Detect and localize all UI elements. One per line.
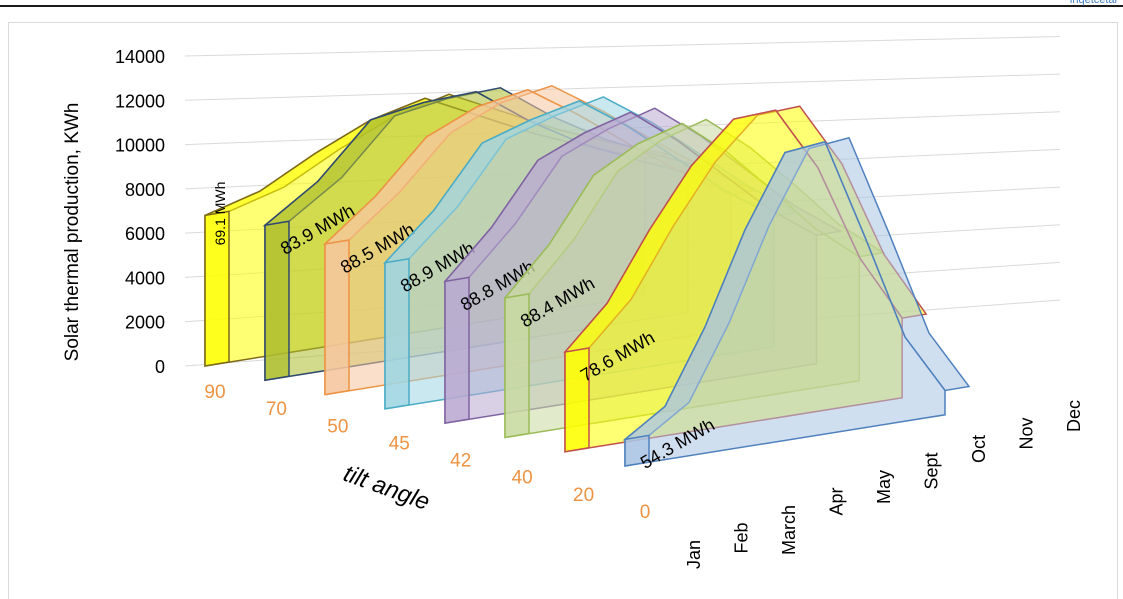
month-tick-label: May (874, 470, 894, 504)
series-edge (384, 257, 410, 410)
month-tick-label: Jan (684, 540, 704, 569)
brand-text: inqetcetal (1069, 0, 1117, 6)
month-tick-label: Dec (1064, 400, 1084, 432)
chart-frame (8, 22, 1118, 599)
y-axis-label: Solar thermal production, KWh (62, 103, 83, 362)
y-tick-label: 14000 (115, 47, 165, 67)
gridline (184, 73, 1061, 101)
tilt-tick-label: 70 (266, 399, 287, 420)
top-rule (0, 5, 1123, 7)
tilt-tick-label: 50 (327, 416, 348, 437)
series-edge (624, 434, 650, 467)
y-tick-label: 6000 (125, 224, 165, 244)
month-tick-label: Oct (969, 435, 989, 463)
tilt-tick-label: 45 (389, 433, 410, 454)
month-tick-label: Feb (732, 523, 752, 554)
series-edge (324, 239, 350, 396)
y-tick-label: 0 (155, 357, 165, 377)
series-total-label: 69.1 MWh (212, 182, 228, 246)
tilt-tick-label: 42 (450, 451, 471, 472)
series-edge (504, 293, 530, 439)
tilt-tick-label: 90 (204, 382, 225, 403)
series-edge (204, 210, 230, 367)
series-edge (564, 347, 590, 453)
series-edge (264, 220, 290, 382)
month-tick-label: Apr (827, 487, 847, 515)
y-tick-label: 12000 (115, 91, 165, 111)
month-tick-label: March (779, 505, 799, 555)
tilt-tick-label: 40 (512, 468, 533, 489)
series-edge (444, 276, 470, 425)
month-tick-label: Sept (922, 453, 942, 490)
depth-axis-label: tilt angle (340, 460, 433, 516)
month-tick-label: Nov (1017, 418, 1037, 450)
y-tick-label: 10000 (115, 136, 165, 156)
y-tick-label: 8000 (125, 180, 165, 200)
tilt-tick-label: 0 (640, 502, 651, 523)
tilt-tick-label: 20 (573, 485, 594, 506)
series-front-face (624, 140, 946, 467)
gridline (184, 36, 1061, 57)
y-tick-label: 2000 (125, 313, 165, 333)
y-tick-label: 4000 (125, 268, 165, 288)
